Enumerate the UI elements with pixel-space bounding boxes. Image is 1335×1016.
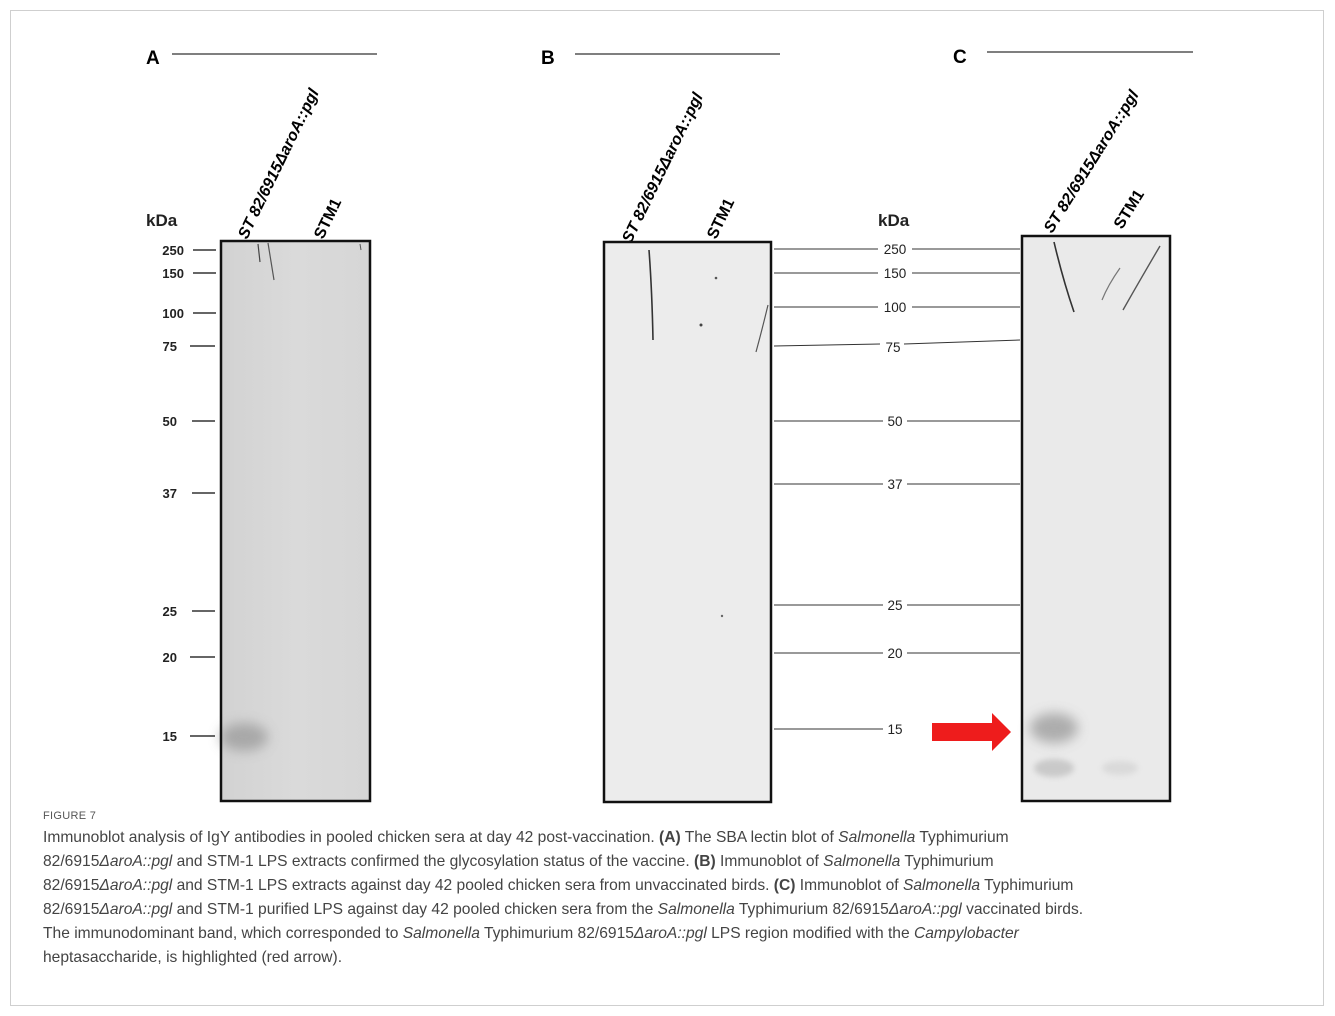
marker-a-150: 150 [162, 266, 184, 281]
marker-a-75: 75 [163, 339, 177, 354]
marker-bc-25: 25 [887, 598, 902, 613]
lane-label-a-1: ST 82/6915ΔaroA::pgl [235, 86, 323, 242]
marker-a-25: 25 [163, 604, 177, 619]
lane-label-c-2: STM1 [1111, 187, 1148, 232]
marker-a-15: 15 [163, 729, 177, 744]
marker-a-37: 37 [163, 486, 177, 501]
marker-bc-37: 37 [887, 477, 902, 492]
marker-unit-a: kDa [146, 211, 178, 230]
marker-a-20: 20 [163, 650, 177, 665]
immunoblot-figure: A B C ST 82/6915ΔaroA::pgl STM1 ST 82/69… [146, 47, 1193, 804]
lane-label-b-1: ST 82/6915ΔaroA::pgl [619, 90, 707, 246]
marker-ladder-bc: kDa 250 150 100 75 50 37 25 20 15 [773, 211, 1021, 737]
blot-panel-a [219, 239, 372, 803]
marker-bc-15: 15 [887, 722, 902, 737]
blot-panel-c [1020, 234, 1172, 803]
red-arrow-icon [932, 713, 1011, 751]
marker-a-50: 50 [163, 414, 177, 429]
marker-bc-75: 75 [885, 340, 900, 355]
blot-panel-b [602, 240, 773, 804]
figure-caption: Immunoblot analysis of IgY antibodies in… [43, 829, 1084, 966]
marker-ladder-a: kDa 250 150 100 75 50 37 25 20 15 [146, 211, 216, 744]
marker-bc-250: 250 [884, 242, 907, 257]
figure-label: FIGURE 7 [43, 810, 97, 822]
marker-bc-100: 100 [884, 300, 907, 315]
marker-unit-bc: kDa [878, 211, 910, 230]
marker-a-250: 250 [162, 243, 184, 258]
panel-letter-a: A [146, 48, 160, 69]
figure-caption-block: FIGURE 7 Immunoblot analysis of IgY anti… [43, 810, 1305, 970]
panel-letter-b: B [541, 48, 555, 69]
marker-bc-150: 150 [884, 266, 907, 281]
panel-letter-c: C [953, 47, 967, 68]
marker-bc-20: 20 [887, 646, 902, 661]
lane-label-b-2: STM1 [704, 196, 738, 242]
lane-label-a-2: STM1 [311, 196, 345, 242]
figure-frame [10, 10, 1324, 1006]
marker-a-100: 100 [162, 306, 184, 321]
marker-bc-50: 50 [887, 414, 902, 429]
